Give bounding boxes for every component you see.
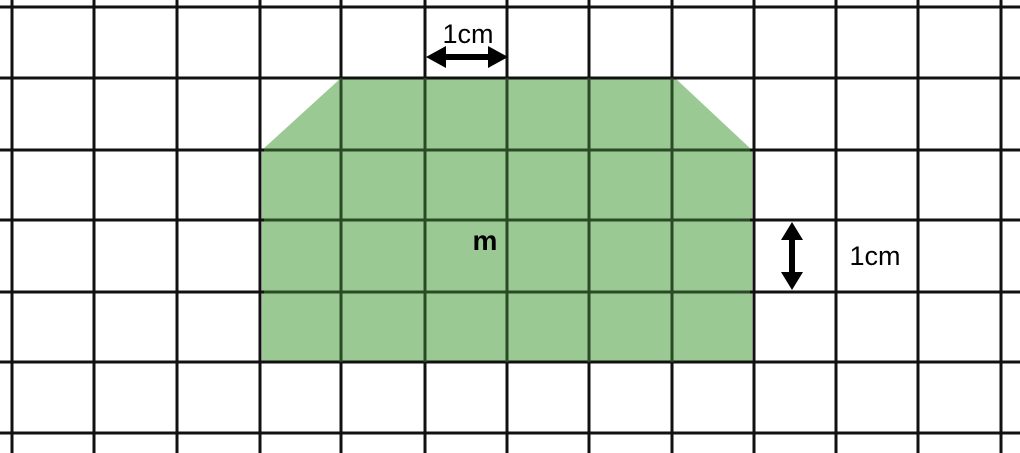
horizontal-scale-arrow — [426, 46, 508, 68]
vertical-scale-arrow — [781, 222, 803, 290]
shape-label: m — [473, 225, 498, 256]
vertical-scale-label: 1cm — [849, 241, 900, 271]
horizontal-scale-label: 1cm — [442, 19, 493, 49]
